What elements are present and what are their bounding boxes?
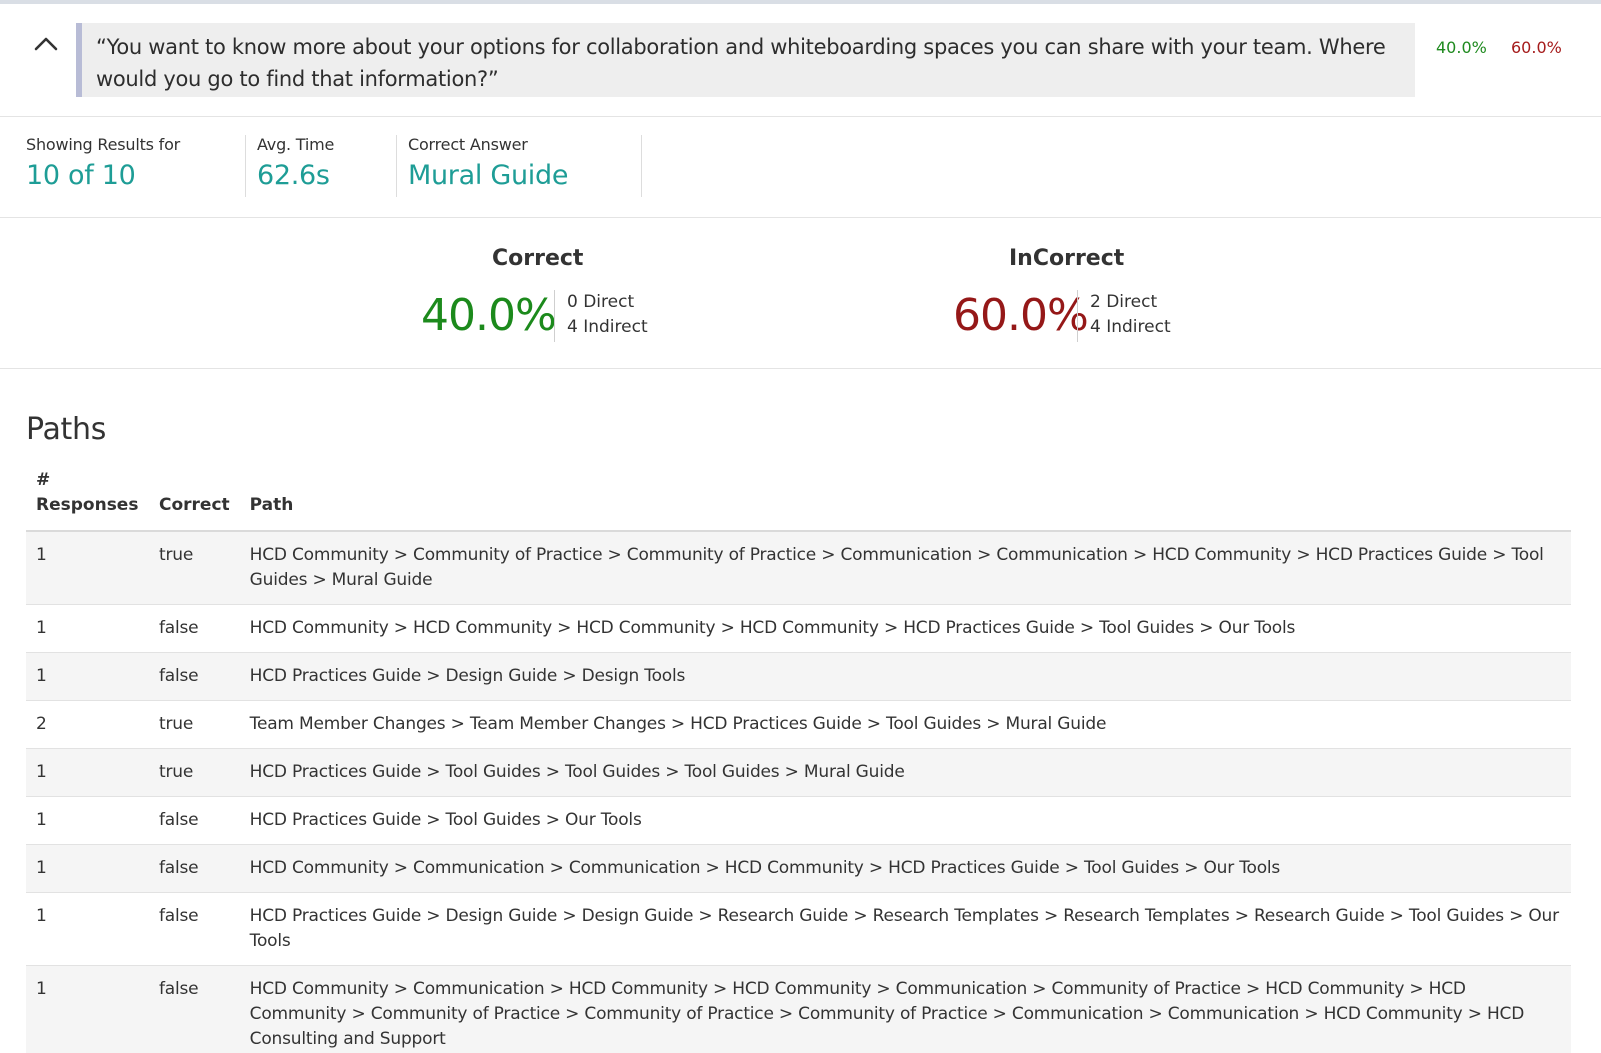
cell-path: HCD Practices Guide > Tool Guides > Our …: [239, 796, 1571, 845]
header-responses-label: Responses: [36, 495, 139, 515]
column-header-correct[interactable]: Correct: [149, 468, 240, 532]
cell-responses: 1: [26, 652, 149, 701]
cell-correct: true: [149, 700, 240, 749]
stats-row: Showing Results for 10 of 10 Avg. Time 6…: [0, 117, 1601, 218]
paths-heading: Paths: [26, 412, 107, 447]
result-summary: Correct 40.0% 0 Direct 4 Indirect InCorr…: [0, 218, 1601, 369]
cell-correct: false: [149, 965, 240, 1053]
correct-direct: 0 Direct: [567, 292, 635, 312]
cell-path: HCD Community > Communication > HCD Comm…: [239, 965, 1571, 1053]
column-header-responses[interactable]: # Responses: [26, 468, 149, 532]
paths-table-header: # Responses Correct Path: [26, 468, 1571, 532]
correct-indirect: 4 Indirect: [567, 317, 648, 337]
chevron-up-icon: [34, 37, 58, 51]
cell-responses: 1: [26, 604, 149, 653]
paths-table-body: 1 true HCD Community > Community of Practi…: [26, 531, 1571, 1053]
stat-showing-results: Showing Results for 10 of 10: [26, 135, 246, 197]
incorrect-percent: 60.0%: [953, 290, 1089, 341]
collapse-button[interactable]: [28, 28, 64, 60]
cell-responses: 1: [26, 844, 149, 893]
cell-path: HCD Practices Guide > Design Guide > Des…: [239, 892, 1571, 966]
incorrect-indirect: 4 Indirect: [1090, 317, 1171, 337]
table-row: 1 false HCD Practices Guide > Design Guide…: [26, 652, 1571, 701]
cell-responses: 1: [26, 892, 149, 966]
correct-title: Correct: [492, 246, 584, 271]
cell-correct: false: [149, 844, 240, 893]
cell-correct: false: [149, 604, 240, 653]
cell-responses: 1: [26, 796, 149, 845]
question-box: “You want to know more about your option…: [76, 23, 1415, 97]
cell-path: HCD Practices Guide > Tool Guides > Tool…: [239, 748, 1571, 797]
stat-value: Mural Guide: [408, 160, 569, 191]
correct-percent: 40.0%: [421, 290, 557, 341]
cell-path: HCD Practices Guide > Design Guide > Des…: [239, 652, 1571, 701]
cell-responses: 1: [26, 965, 149, 1053]
table-row: 1 false HCD Community > Communication > Co…: [26, 844, 1571, 893]
stat-correct-answer: Correct Answer Mural Guide: [396, 135, 642, 197]
stat-avg-time: Avg. Time 62.6s: [245, 135, 395, 197]
header-correct-percent: 40.0%: [1436, 38, 1487, 57]
table-row: 1 true HCD Community > Community of Practi…: [26, 531, 1571, 605]
stat-label: Correct Answer: [408, 135, 528, 154]
table-row: 1 true HCD Practices Guide > Tool Guides >…: [26, 748, 1571, 797]
paths-table: # Responses Correct Path 1 true HCD Commun…: [26, 468, 1571, 1053]
stat-value: 62.6s: [257, 160, 330, 191]
header-incorrect-percent: 60.0%: [1511, 38, 1562, 57]
cell-correct: false: [149, 652, 240, 701]
table-row: 1 false HCD Community > HCD Community > HC…: [26, 604, 1571, 653]
table-row: 1 false HCD Practices Guide > Tool Guides …: [26, 796, 1571, 845]
top-border: [0, 0, 1601, 4]
incorrect-breakdown: 2 Direct 4 Indirect: [1077, 290, 1171, 342]
table-row: 1 false HCD Practices Guide > Design Guide…: [26, 892, 1571, 966]
question-text: “You want to know more about your option…: [96, 35, 1386, 91]
header-hash: #: [36, 470, 51, 490]
cell-responses: 1: [26, 531, 149, 605]
stat-label: Avg. Time: [257, 135, 335, 154]
table-row: 1 false HCD Community > Communication > HC…: [26, 965, 1571, 1053]
column-header-path[interactable]: Path: [239, 468, 1571, 532]
cell-correct: false: [149, 796, 240, 845]
table-row: 2 true Team Member Changes > Team Member C…: [26, 700, 1571, 749]
stat-value: 10 of 10: [26, 160, 136, 191]
incorrect-title: InCorrect: [1009, 246, 1125, 271]
stat-label: Showing Results for: [26, 135, 181, 154]
cell-path: HCD Community > HCD Community > HCD Comm…: [239, 604, 1571, 653]
cell-correct: true: [149, 531, 240, 605]
cell-responses: 1: [26, 748, 149, 797]
cell-path: HCD Community > Community of Practice > …: [239, 531, 1571, 605]
incorrect-direct: 2 Direct: [1090, 292, 1158, 312]
cell-responses: 2: [26, 700, 149, 749]
cell-correct: false: [149, 892, 240, 966]
question-header: “You want to know more about your option…: [0, 4, 1601, 117]
correct-breakdown: 0 Direct 4 Indirect: [554, 290, 648, 342]
cell-path: Team Member Changes > Team Member Change…: [239, 700, 1571, 749]
cell-path: HCD Community > Communication > Communic…: [239, 844, 1571, 893]
cell-correct: true: [149, 748, 240, 797]
